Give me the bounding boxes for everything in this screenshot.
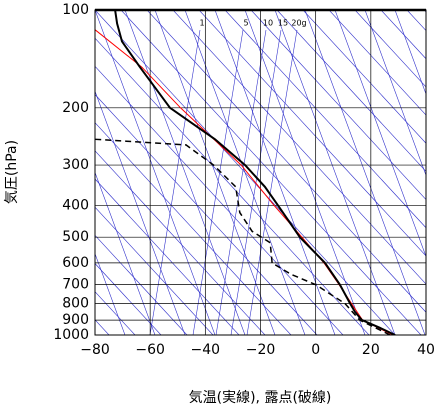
- dry-adiabat: [95, 234, 188, 335]
- mixing-ratio-label: 5: [243, 19, 248, 28]
- dry-adiabat: [95, 263, 162, 335]
- dry-adiabat: [95, 150, 266, 335]
- isotherm: [154, 10, 276, 335]
- isotherm: [95, 90, 186, 335]
- dry-adiabat: [120, 10, 422, 335]
- dry-adiabat: [95, 122, 292, 335]
- dry-adiabat: [380, 10, 426, 60]
- dry-adiabat: [95, 37, 370, 335]
- y-axis-label: 気圧(hPa): [4, 140, 20, 204]
- x-tick-label: 40: [417, 342, 435, 358]
- x-axis-label: 気温(実線), 露点(破線): [189, 390, 332, 406]
- isotherm: [95, 252, 126, 335]
- mixing-ratio-line: [246, 29, 298, 335]
- mixing-ratio-line: [215, 29, 267, 335]
- isotherm: [124, 10, 246, 335]
- dry-adiabat: [302, 10, 426, 144]
- dry-adiabat: [224, 10, 426, 229]
- dry-adiabat: [95, 206, 214, 335]
- isotherm: [95, 10, 216, 335]
- dry-adiabat: [95, 94, 318, 335]
- isotherm: [214, 10, 336, 335]
- dry-adiabat: [172, 10, 426, 285]
- x-tick-label: −40: [191, 342, 221, 358]
- y-tick-label: 600: [62, 255, 89, 271]
- x-tick-label: −20: [246, 342, 276, 358]
- y-tick-label: 200: [62, 100, 89, 116]
- isotherm: [394, 10, 426, 95]
- isotherm: [364, 10, 426, 177]
- profile-line: [114, 10, 396, 335]
- isotherm: [95, 171, 156, 335]
- dry-adiabat: [354, 10, 426, 88]
- profile-line: [95, 29, 394, 335]
- isotherm: [184, 10, 306, 335]
- mixing-ratio-line: [192, 29, 244, 335]
- mixing-ratio-label: 10: [263, 19, 273, 28]
- y-tick-label: 1000: [53, 327, 89, 343]
- profile-line: [95, 138, 391, 335]
- x-tick-label: 20: [362, 342, 380, 358]
- dry-adiabat: [406, 10, 426, 32]
- mixing-ratio-label: 1: [199, 19, 204, 28]
- background-lines: [95, 10, 426, 335]
- y-tick-label: 400: [62, 198, 89, 214]
- isotherm: [274, 10, 396, 335]
- isotherm: [244, 10, 366, 335]
- dry-adiabat: [328, 10, 426, 116]
- y-tick-label: 300: [62, 157, 89, 173]
- dry-adiabat: [250, 10, 426, 201]
- profiles: [95, 10, 396, 335]
- x-tick-label: −60: [135, 342, 165, 358]
- dry-adiabat: [276, 10, 426, 172]
- y-tick-label: 700: [62, 277, 89, 293]
- isotherm: [424, 10, 426, 14]
- dry-adiabat: [95, 178, 240, 335]
- x-tick-label: 0: [311, 342, 320, 358]
- isotherm: [304, 10, 426, 335]
- x-tick-label: −80: [80, 342, 110, 358]
- mixing-ratio-label: 20g: [291, 19, 306, 28]
- dry-adiabat: [146, 10, 426, 313]
- y-tick-label: 800: [62, 296, 89, 312]
- y-tick-label: 100: [62, 2, 89, 18]
- mixing-ratio-line: [149, 29, 201, 335]
- mixing-ratio-label: 15: [278, 19, 288, 28]
- dry-adiabat: [95, 65, 344, 335]
- y-tick-label: 900: [62, 312, 89, 328]
- y-tick-label: 500: [62, 229, 89, 245]
- dry-adiabat: [198, 10, 426, 257]
- isotherm: [334, 10, 426, 258]
